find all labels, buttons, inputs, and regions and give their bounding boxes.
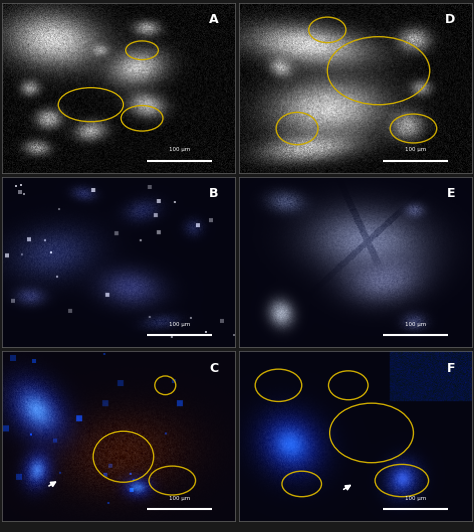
Text: C: C [210, 362, 219, 375]
Text: F: F [447, 362, 456, 375]
Text: 100 μm: 100 μm [169, 496, 190, 501]
Text: 100 μm: 100 μm [405, 322, 427, 327]
Text: 100 μm: 100 μm [405, 147, 427, 152]
Text: 100 μm: 100 μm [169, 322, 190, 327]
Text: E: E [447, 187, 456, 200]
Text: 100 μm: 100 μm [405, 496, 427, 501]
Text: A: A [209, 13, 219, 26]
Text: B: B [210, 187, 219, 200]
Text: 100 μm: 100 μm [169, 147, 190, 152]
Text: D: D [445, 13, 456, 26]
